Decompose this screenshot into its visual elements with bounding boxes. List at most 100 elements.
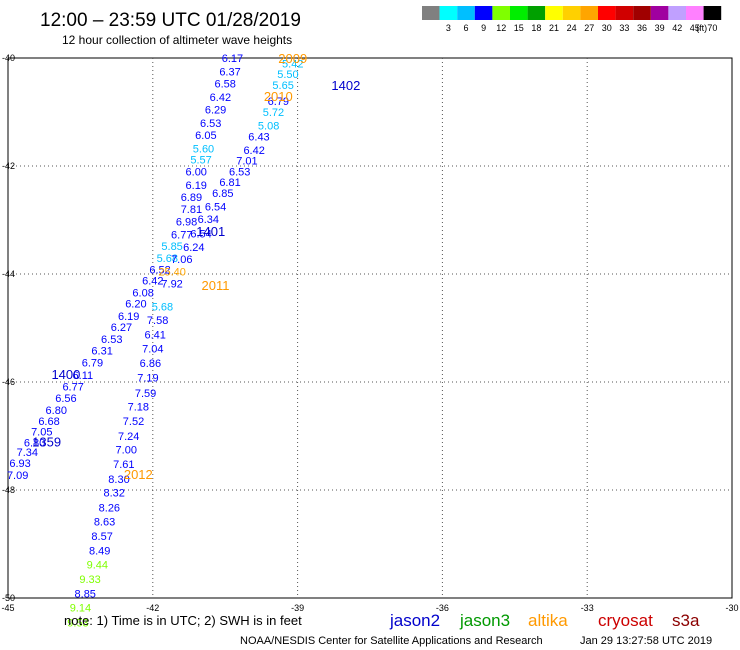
wave-height-point: 6.31 (91, 346, 112, 358)
wave-height-point: 6.54 (190, 229, 211, 241)
wave-height-point: 6.79 (82, 358, 103, 370)
wave-height-point: 6.34 (198, 214, 219, 226)
wave-height-point: 7.19 (137, 373, 158, 385)
wave-height-point: 8.85 (75, 589, 96, 601)
wave-height-point: 6.19 (186, 180, 207, 192)
legend-swatch (422, 6, 440, 20)
wave-height-point: 6.42 (210, 92, 231, 104)
wave-height-point: 6.41 (145, 329, 166, 341)
satellite-label: altika (528, 611, 568, 630)
wave-height-point: 5.08 (258, 121, 279, 133)
wave-height-point: 6.37 (219, 67, 240, 79)
wave-height-point: 8.63 (94, 516, 115, 528)
y-tick-label: -50 (2, 593, 15, 603)
wave-height-point: 6.52 (149, 265, 170, 277)
legend-swatch (439, 6, 458, 20)
wave-height-point: 7.59 (135, 388, 156, 400)
wave-height-point: 6.00 (186, 166, 207, 178)
pass-label: 1402 (331, 78, 360, 93)
grid-lines (8, 58, 732, 598)
satellite-label: s3a (672, 611, 700, 630)
wave-height-point: 6.77 (62, 381, 83, 393)
y-tick-label: -48 (2, 485, 15, 495)
wave-height-point: 8.49 (89, 545, 110, 557)
legend-unit: (ft) (696, 23, 707, 33)
legend-label: 70 (707, 23, 717, 33)
legend-label: 18 (531, 23, 541, 33)
wave-height-point: 9.53 (67, 617, 88, 629)
wave-height-point: 7.58 (147, 315, 168, 327)
wave-height-point: 25.40 (158, 266, 186, 278)
wave-height-point: 6.08 (132, 287, 153, 299)
wave-height-point: 8.57 (91, 531, 112, 543)
legend-swatch (615, 6, 634, 20)
y-tick-label: -40 (2, 53, 15, 63)
satellite-label: jason2 (389, 611, 440, 630)
wave-height-point: 6.98 (176, 217, 197, 229)
wave-height-point: 7.06 (171, 254, 192, 266)
wave-height-point: 5.57 (190, 155, 211, 167)
wave-height-point: 9.33 (79, 574, 100, 586)
chart-subtitle: 12 hour collection of altimeter wave hei… (62, 33, 292, 47)
wave-height-point: 5.65 (272, 80, 293, 92)
wave-height-point: 6.56 (55, 393, 76, 405)
wave-height-point: 6.81 (219, 177, 240, 189)
legend-swatch (686, 6, 704, 20)
legend-swatch (545, 6, 563, 20)
legend-swatch (668, 6, 686, 20)
wave-height-point: 6.77 (171, 230, 192, 242)
y-tick-labels: -40 -42 -44 -46 -48 -50 (2, 53, 15, 603)
wave-height-point: 6.58 (214, 78, 235, 90)
legend-label: 6 (463, 23, 468, 33)
legend-label: 15 (514, 23, 524, 33)
legend-label: 36 (637, 23, 647, 33)
pass-labels: 2009 1402 2010 1401 2011 1400 1359 2012 (32, 51, 360, 482)
wave-height-point: 7.92 (161, 279, 182, 291)
wave-height-point: 6.93 (9, 458, 30, 470)
wave-height-point: 6.68 (38, 416, 59, 428)
wave-height-point: 6.27 (111, 322, 132, 334)
legend-swatch (474, 6, 493, 20)
wave-height-point: 6.53 (101, 334, 122, 346)
pass-label: 2012 (124, 467, 153, 482)
wave-height-point: 6.43 (248, 131, 269, 143)
satellite-label: jason3 (459, 611, 510, 630)
wave-height-point: 7.61 (113, 459, 134, 471)
wave-height-point: 7.09 (7, 470, 28, 482)
legend-label: 24 (567, 23, 577, 33)
legend-label: 39 (655, 23, 665, 33)
legend-swatch (457, 6, 475, 20)
pass-label: 1400 (51, 367, 80, 382)
legend-label: 45 (690, 23, 700, 33)
legend-swatch (650, 6, 669, 20)
legend-label: 30 (602, 23, 612, 33)
legend-label: 27 (584, 23, 594, 33)
wave-height-point: 7.18 (128, 401, 149, 413)
y-tick-label: -44 (2, 269, 15, 279)
legend-swatch (633, 6, 651, 20)
legend-swatch (492, 6, 510, 20)
wave-height-point: 6.24 (183, 242, 204, 254)
wave-height-point: 9.44 (87, 560, 108, 572)
legend-label: 12 (496, 23, 506, 33)
footer-note: note: 1) Time is in UTC; 2) SWH is in fe… (64, 613, 302, 628)
wave-height-point: 6.11 (73, 370, 94, 382)
legend-swatch (703, 6, 722, 20)
legend-swatch (598, 6, 616, 20)
wave-height-point: 9.14 (70, 603, 91, 615)
x-tick-label: -42 (146, 603, 159, 613)
legend-label: 42 (672, 23, 682, 33)
wave-height-point: 5.50 (277, 69, 298, 81)
x-tick-label: -33 (581, 603, 594, 613)
footer-timestamp: Jan 29 13:27:58 UTC 2019 (580, 635, 712, 647)
pass-label: 2010 (264, 89, 293, 104)
wave-height-point: 6.19 (118, 311, 139, 323)
y-tick-label: -46 (2, 377, 15, 387)
pass-label: 2011 (202, 278, 230, 293)
wave-height-point: 6.17 (222, 53, 243, 65)
wave-height-point: 8.26 (99, 502, 120, 514)
wave-height-point: 7.24 (118, 431, 139, 443)
chart-title: 12:00 – 23:59 UTC 01/28/2019 (40, 10, 301, 31)
wave-height-point: 6.89 (181, 192, 202, 204)
